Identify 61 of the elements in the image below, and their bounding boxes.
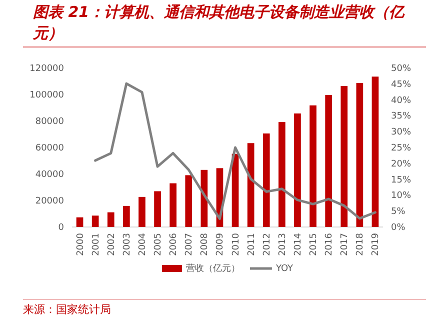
x-tick-label: 2002 <box>106 233 117 256</box>
bar <box>340 86 348 227</box>
x-tick-label: 2008 <box>200 232 210 256</box>
x-tick-label: 2004 <box>138 232 148 256</box>
bar <box>107 212 114 227</box>
bar <box>372 76 379 227</box>
y2-tick-label: 45% <box>391 80 412 90</box>
bar <box>325 95 332 227</box>
x-tick-label: 2001 <box>91 233 102 256</box>
legend-label: 营收（亿元） <box>186 263 240 274</box>
y2-tick-label: 30% <box>391 128 412 138</box>
x-tick-label: 2017 <box>340 233 350 256</box>
bar <box>92 216 99 227</box>
x-tick-label: 2007 <box>184 233 195 256</box>
bar <box>232 154 239 227</box>
y2-tick-label: 50% <box>391 64 412 74</box>
bar <box>123 206 130 227</box>
y-tick-label: 40000 <box>35 170 64 180</box>
y2-tick-label: 25% <box>391 144 412 154</box>
x-tick-label: 2009 <box>216 232 226 256</box>
bar <box>262 133 270 227</box>
y-tick-label: 0 <box>58 223 64 233</box>
bar <box>247 143 254 227</box>
y-tick-label: 100000 <box>30 90 64 100</box>
y2-tick-label: 10% <box>391 191 412 202</box>
bar <box>294 113 301 227</box>
x-tick-label: 2019 <box>371 232 382 256</box>
y-tick-label: 20000 <box>35 196 64 206</box>
x-tick-label: 2003 <box>122 233 132 256</box>
x-tick-label: 2014 <box>293 232 304 256</box>
y2-tick-label: 40% <box>391 96 412 106</box>
x-tick-label: 2010 <box>231 232 242 256</box>
y2-tick-label: 0% <box>391 223 406 233</box>
source-note: 来源：国家统计局 <box>23 302 111 317</box>
bar <box>138 196 146 227</box>
y2-tick-label: 15% <box>391 175 412 186</box>
y-tick-label: 120000 <box>30 64 64 74</box>
y2-tick-label: 5% <box>391 207 406 218</box>
bar <box>356 82 364 227</box>
chart-title: 图表 21：计算机、通信和其他电子设备制造业营收（亿元） <box>33 2 406 44</box>
x-tick-label: 2013 <box>278 233 288 256</box>
x-tick-label: 2005 <box>154 233 164 256</box>
bar <box>154 191 161 227</box>
y2-tick-label: 20% <box>391 159 412 170</box>
x-tick-label: 2012 <box>262 233 272 256</box>
legend-label: YOY <box>274 264 294 274</box>
bar <box>185 175 192 227</box>
y2-tick-label: 35% <box>391 112 412 122</box>
x-tick-label: 2006 <box>169 232 180 256</box>
y-tick-label: 60000 <box>35 144 64 154</box>
x-tick-label: 2000 <box>76 232 86 256</box>
line-series <box>94 82 376 220</box>
bar <box>278 122 286 227</box>
y-tick-label: 80000 <box>35 117 64 127</box>
x-tick-label: 2011 <box>246 233 257 256</box>
bar <box>170 183 176 227</box>
x-tick-label: 2016 <box>324 232 335 256</box>
bar <box>76 217 84 227</box>
x-tick-label: 2018 <box>356 232 366 256</box>
bar <box>310 105 316 227</box>
x-tick-label: 2015 <box>309 233 320 256</box>
